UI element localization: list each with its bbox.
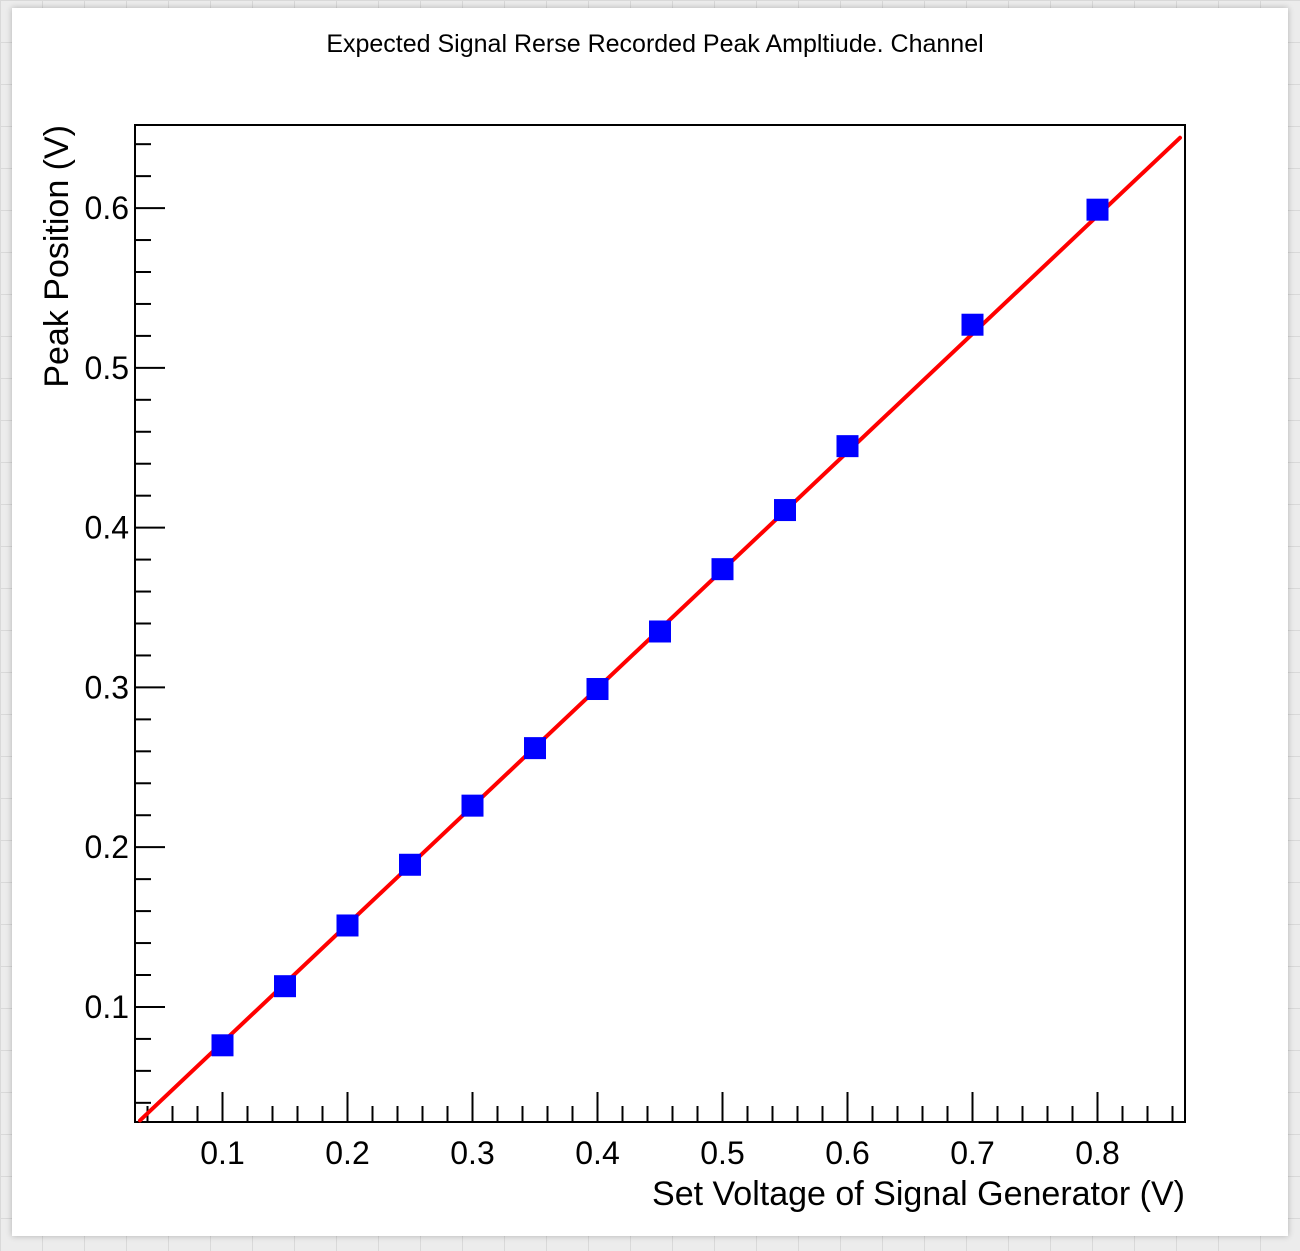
x-tick-label: 0.5 bbox=[700, 1135, 744, 1171]
x-tick-label: 0.2 bbox=[325, 1135, 369, 1171]
chart-title: Expected Signal Rerse Recorded Peak Ampl… bbox=[326, 30, 983, 58]
points-layer bbox=[211, 198, 1109, 1057]
y-tick-label: 0.4 bbox=[85, 510, 129, 546]
axis-ticks bbox=[135, 143, 1174, 1122]
data-point bbox=[961, 313, 984, 336]
x-tick-label: 0.4 bbox=[575, 1135, 619, 1171]
data-point bbox=[836, 435, 859, 458]
data-point bbox=[774, 499, 796, 522]
data-point bbox=[524, 737, 546, 760]
x-tick-label: 0.3 bbox=[450, 1135, 494, 1171]
data-point bbox=[649, 620, 671, 643]
data-point bbox=[586, 678, 609, 701]
x-axis-title: Set Voltage of Signal Generator (V) bbox=[652, 1175, 1185, 1213]
x-tick-label: 0.7 bbox=[950, 1135, 994, 1171]
data-point bbox=[1086, 198, 1109, 221]
x-tick-label: 0.8 bbox=[1075, 1135, 1119, 1171]
x-tick-label: 0.6 bbox=[825, 1135, 869, 1171]
data-point bbox=[399, 853, 421, 876]
y-tick-label: 0.2 bbox=[85, 829, 129, 865]
data-point bbox=[274, 975, 296, 998]
y-tick-label: 0.5 bbox=[85, 350, 129, 386]
y-tick-label: 0.1 bbox=[85, 989, 129, 1025]
axis-tick-labels: 0.1 0.2 0.3 0.4 0.5 0.6 0.7 0.8 0.1 0.2 0.3 0.4 0.5 0… bbox=[85, 190, 1120, 1171]
y-tick-label: 0.3 bbox=[85, 669, 129, 705]
data-point bbox=[336, 914, 359, 937]
data-point bbox=[461, 794, 484, 817]
data-point bbox=[211, 1034, 234, 1057]
x-tick-label: 0.1 bbox=[200, 1135, 244, 1171]
data-point bbox=[711, 558, 734, 581]
y-tick-label: 0.6 bbox=[85, 190, 129, 226]
y-axis-title: Peak Position (V) bbox=[38, 125, 76, 388]
